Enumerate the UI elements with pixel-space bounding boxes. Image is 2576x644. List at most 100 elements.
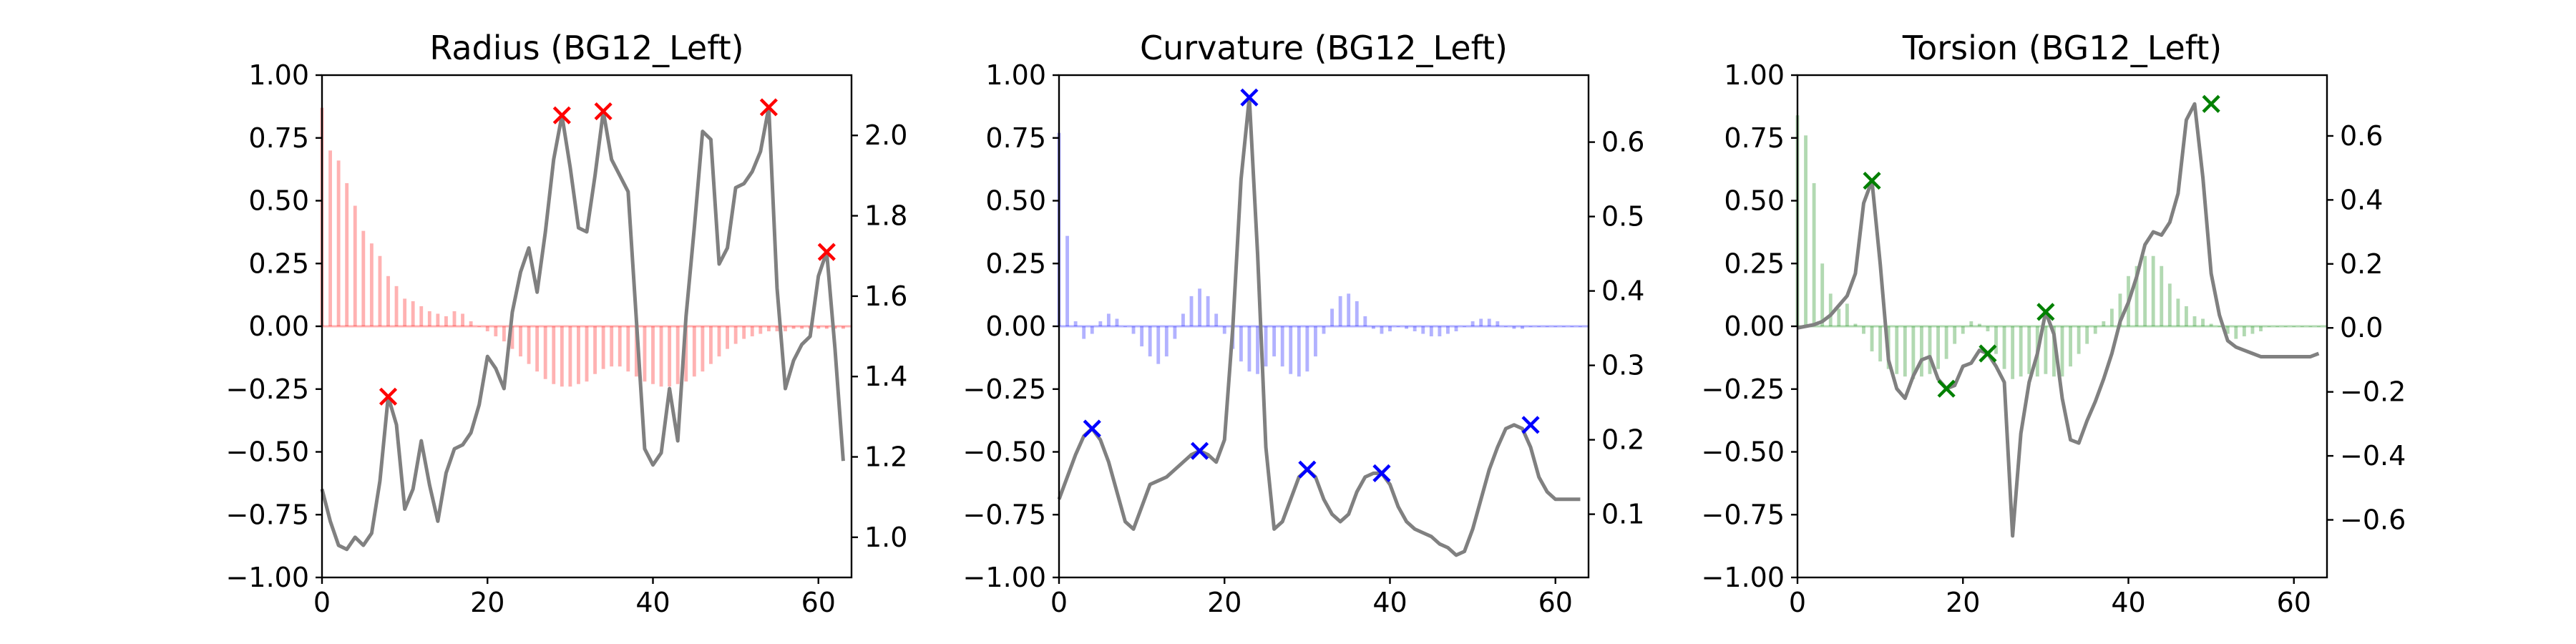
peak-marker-stroke <box>379 387 398 406</box>
bar <box>461 313 464 326</box>
bar <box>2300 326 2304 327</box>
bar <box>2085 326 2089 344</box>
bar <box>1944 326 1948 359</box>
bar <box>535 326 540 372</box>
peak-marker-stroke <box>1240 88 1259 107</box>
peak-marker <box>1521 416 1540 434</box>
bar <box>2192 316 2197 326</box>
y2-tick-label: 0.0 <box>2340 312 2383 343</box>
bar <box>791 326 796 329</box>
bar <box>2052 326 2056 377</box>
bar <box>527 326 531 364</box>
bar <box>701 326 705 372</box>
bar <box>684 326 688 382</box>
y2-tick-label: 1.0 <box>864 522 907 553</box>
bar <box>593 326 597 374</box>
y-tick-label: 0.00 <box>985 311 1046 342</box>
bar <box>378 255 382 326</box>
series-line <box>1057 95 1581 557</box>
y-tick-label: 0.25 <box>985 248 1046 279</box>
y-tick-label: 0.50 <box>1724 185 1785 217</box>
y-tick-label: −0.25 <box>963 374 1046 405</box>
bar <box>2234 326 2238 339</box>
bar <box>502 326 506 342</box>
bar <box>1272 326 1277 357</box>
bar <box>1853 323 1858 326</box>
bar <box>1446 326 1450 334</box>
bar <box>841 326 845 329</box>
peak-marker <box>2036 303 2055 321</box>
bar <box>1561 326 1566 327</box>
x-tick-label: 40 <box>1372 587 1407 618</box>
bar <box>1421 326 1425 334</box>
bar <box>1928 326 1932 374</box>
bar <box>403 298 407 326</box>
x-tick-label: 40 <box>2111 587 2145 618</box>
bar <box>2019 326 2023 377</box>
bar <box>2308 326 2313 327</box>
bar <box>1206 296 1210 326</box>
bar <box>1512 326 1516 329</box>
y2-tick-label: 0.4 <box>2340 184 2383 215</box>
peak-marker-stroke <box>1190 441 1209 460</box>
bar <box>336 160 341 326</box>
y-tick-label: 1.00 <box>1724 59 1785 91</box>
bar <box>1545 326 1549 327</box>
bar <box>1454 326 1458 332</box>
bar <box>1479 318 1483 326</box>
x-tick-label: 20 <box>1207 587 1241 618</box>
y2-tick-label: 1.6 <box>864 280 907 312</box>
bar <box>386 275 390 326</box>
bar <box>1371 326 1375 329</box>
bar <box>1828 293 1833 326</box>
y2-tick-label: 1.8 <box>864 200 907 232</box>
bar <box>361 230 366 326</box>
bar <box>353 205 357 326</box>
peak-marker <box>1298 460 1317 479</box>
bar <box>2044 326 2048 374</box>
y2-tick-label: −0.6 <box>2340 504 2406 536</box>
bar <box>427 311 431 326</box>
bar <box>775 326 779 332</box>
bar <box>2002 326 2006 369</box>
y2-tick-label: 0.2 <box>1601 424 1644 456</box>
peak-marker-stroke <box>1298 460 1317 479</box>
bar <box>519 326 522 357</box>
bar <box>742 326 746 339</box>
bar <box>1330 308 1334 326</box>
bar <box>2292 326 2296 327</box>
peak-marker-stroke <box>2202 94 2220 113</box>
chart-panel-1: −1.00−0.75−0.50−0.250.000.250.500.751.00… <box>226 29 908 618</box>
chart-panel-3: −1.00−0.75−0.50−0.250.000.250.500.751.00… <box>1702 29 2406 618</box>
bar <box>2011 326 2015 379</box>
bar <box>2135 265 2139 326</box>
bar <box>1570 326 1574 327</box>
y-tick-label: −0.25 <box>1702 374 1785 405</box>
bar <box>1895 326 1899 374</box>
bar <box>1297 326 1301 377</box>
bar <box>394 286 399 326</box>
y-tick-label: 0.75 <box>248 122 309 154</box>
bar <box>2317 326 2321 327</box>
bar <box>577 326 580 384</box>
y-tick-label: 0.50 <box>985 185 1046 217</box>
bar <box>2077 326 2081 354</box>
bar <box>1961 326 1965 334</box>
y-tick-label: −1.00 <box>226 562 309 593</box>
bar <box>643 326 647 382</box>
bar <box>1164 326 1169 357</box>
y2-tick-label: 0.2 <box>2340 248 2383 280</box>
bar <box>452 311 457 326</box>
bar <box>800 326 804 329</box>
bar <box>1845 303 1849 326</box>
bar <box>1388 326 1392 332</box>
bar <box>469 321 473 326</box>
bar <box>1579 326 1582 327</box>
peak-marker <box>1979 344 1997 363</box>
bar <box>1470 321 1475 326</box>
bar <box>1503 326 1508 327</box>
y2-tick-label: 0.5 <box>1601 201 1644 233</box>
peak-marker <box>1372 464 1391 482</box>
bar <box>1189 296 1194 326</box>
bar <box>1878 326 1883 362</box>
